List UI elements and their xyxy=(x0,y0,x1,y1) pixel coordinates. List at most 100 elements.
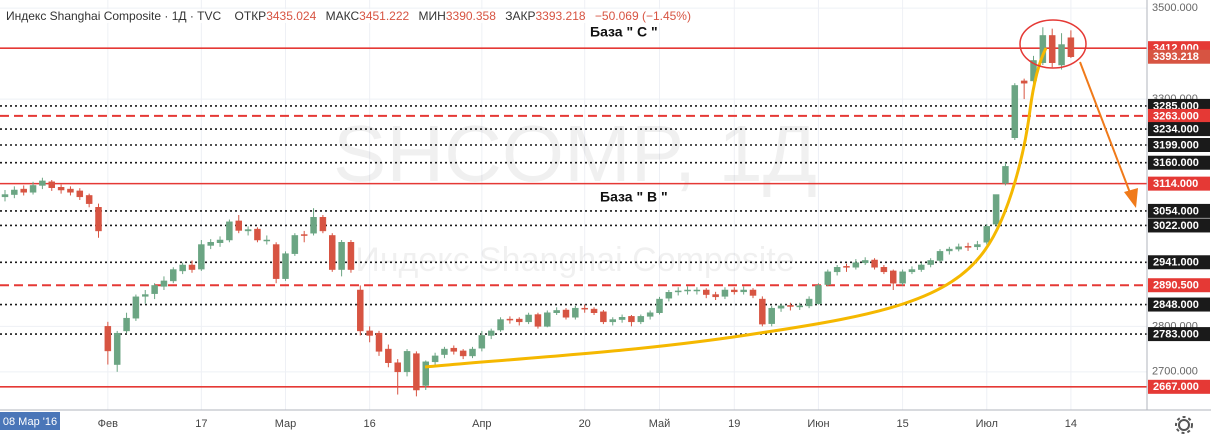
candle-body xyxy=(142,294,149,297)
x-tick-label: Май xyxy=(649,418,671,430)
candle-body xyxy=(385,348,392,363)
candle-body xyxy=(787,305,794,307)
candle-body xyxy=(805,298,813,307)
candle-body xyxy=(833,267,841,273)
candle-body xyxy=(160,280,168,287)
candle-body xyxy=(254,228,261,241)
candle-body xyxy=(198,244,205,270)
levels xyxy=(0,47,1147,388)
candle-body xyxy=(123,317,130,332)
candle-body xyxy=(544,312,551,327)
level-label: 2848.000 xyxy=(1153,299,1199,311)
candle-body xyxy=(263,239,271,242)
candle-body xyxy=(85,195,93,204)
candle-body xyxy=(310,217,317,234)
candle-body xyxy=(983,226,990,243)
candle-body xyxy=(497,319,504,331)
candle-body xyxy=(113,332,121,365)
candle-body xyxy=(1002,166,1009,184)
candle-body xyxy=(57,187,65,191)
settings-icon[interactable] xyxy=(1175,416,1193,434)
close-value: 3393.218 xyxy=(535,9,586,23)
candle-body xyxy=(712,294,719,298)
x-tick-label: Апр xyxy=(472,418,491,430)
candle-body xyxy=(104,326,112,352)
legend-header: Индекс Shanghai Composite · 1Д · TVC ОТК… xyxy=(6,9,697,23)
level-label-box xyxy=(1148,379,1210,394)
candle-body xyxy=(843,266,850,268)
level-label: 3054.000 xyxy=(1153,205,1199,217)
level-label: 2783.000 xyxy=(1153,328,1199,340)
x-tick-label: Июн xyxy=(807,418,829,430)
candle-body xyxy=(861,260,869,263)
y-tick-label: 2700.000 xyxy=(1152,366,1198,378)
candle-body xyxy=(572,307,579,318)
candle-body xyxy=(469,348,476,357)
candle-body xyxy=(366,330,373,336)
x-tick-label: 19 xyxy=(728,418,740,430)
level-label: 3263.000 xyxy=(1153,110,1199,122)
candle-body xyxy=(918,264,925,270)
level-label: 3234.000 xyxy=(1153,123,1199,135)
candle-body xyxy=(927,260,934,265)
level-label: 2667.000 xyxy=(1153,381,1199,393)
candle-body xyxy=(188,264,196,270)
candle-body xyxy=(272,244,280,279)
candle-body xyxy=(852,262,860,268)
candle-body xyxy=(357,289,364,332)
last-price-label: 3393.218 xyxy=(1153,51,1199,63)
high-label: МАКС xyxy=(325,9,360,23)
annotation: База " C " xyxy=(590,24,658,40)
candle-body xyxy=(76,190,84,198)
cursor-date: 08 Мар '16 xyxy=(3,416,57,428)
x-tick-label: 17 xyxy=(195,418,207,430)
candle-body xyxy=(1067,37,1075,57)
candle-body xyxy=(170,269,177,282)
forecast-arrow xyxy=(1079,61,1133,199)
candle-body xyxy=(777,305,785,309)
symbol-title: Индекс Shanghai Composite · 1Д · TVC xyxy=(6,9,222,23)
candle-body xyxy=(684,289,691,292)
candle-body xyxy=(300,234,308,236)
gear[interactable] xyxy=(1178,419,1190,431)
candle-body xyxy=(347,242,355,270)
x-tick-label: 15 xyxy=(896,418,908,430)
level-label-box xyxy=(1148,255,1210,270)
high-value: 3451.222 xyxy=(359,9,410,23)
candle-body xyxy=(693,289,701,292)
level-label-box xyxy=(1148,297,1210,312)
y-tick-label: 3500.000 xyxy=(1152,2,1198,14)
x-tick-label: Июл xyxy=(976,418,998,430)
level-label-box xyxy=(1148,203,1210,218)
candle-body xyxy=(516,318,523,323)
candle-body xyxy=(422,361,429,386)
candle-body xyxy=(759,298,766,325)
candle-body xyxy=(413,353,420,391)
candle-body xyxy=(890,270,897,284)
candle-body xyxy=(431,355,439,363)
x-tick-label: Мар xyxy=(275,418,297,430)
candle-body xyxy=(291,235,299,254)
candle-body xyxy=(992,194,1000,225)
candle-body xyxy=(403,351,411,373)
candle-body xyxy=(216,239,224,243)
candle-body xyxy=(226,221,233,241)
candle-body xyxy=(824,271,832,285)
candle-body xyxy=(329,235,336,270)
candle-body xyxy=(525,314,532,323)
gear-teeth[interactable] xyxy=(1175,416,1193,434)
level-label: 2941.000 xyxy=(1153,257,1199,269)
watermark-subtitle: Индекс Shanghai Composite xyxy=(355,241,794,279)
candle-body xyxy=(375,332,383,352)
close-label: ЗАКР xyxy=(505,9,536,23)
level-label: 2890.500 xyxy=(1153,280,1199,292)
x-tick-label: 20 xyxy=(579,418,591,430)
x-tick-label: Фев xyxy=(98,418,118,430)
level-label-box xyxy=(1148,122,1210,137)
candle-body xyxy=(637,316,645,323)
candle-body xyxy=(179,264,186,272)
open-label: ОТКР xyxy=(234,9,267,23)
level-label-box xyxy=(1148,138,1210,152)
